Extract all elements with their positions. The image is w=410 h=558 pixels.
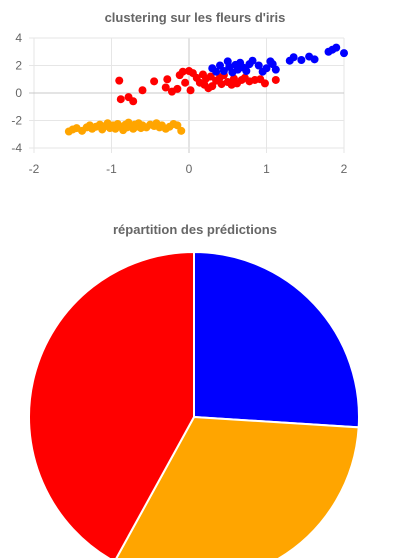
y-tick-label: 4 bbox=[15, 31, 22, 45]
y-tick-label: -2 bbox=[11, 114, 22, 128]
scatter-point-series-1 bbox=[271, 75, 280, 84]
scatter-point-series-1 bbox=[150, 77, 159, 86]
x-tick-label: 0 bbox=[186, 162, 193, 176]
scatter-point-series-1 bbox=[181, 78, 190, 87]
y-tick-label: 2 bbox=[15, 59, 22, 73]
scatter-point-series-1 bbox=[115, 76, 124, 85]
scatter-point-series-1 bbox=[173, 84, 182, 93]
scatter-chart-title: clustering sur les fleurs d'iris bbox=[104, 10, 286, 25]
scatter-point-series-2 bbox=[340, 49, 348, 58]
scatter-point-series-1 bbox=[129, 97, 138, 106]
scatter-tick-labels: -2 -1 0 1 2 4 2 0 -2 -4 bbox=[11, 31, 347, 176]
y-tick-label: 0 bbox=[15, 86, 22, 100]
scatter-point-series-1 bbox=[178, 67, 187, 76]
scatter-grid bbox=[29, 37, 345, 153]
x-tick-label: 1 bbox=[263, 162, 270, 176]
pie-slices bbox=[28, 250, 360, 558]
scatter-point-series-2 bbox=[254, 61, 263, 70]
scatter-point-series-2 bbox=[212, 67, 221, 76]
y-tick-label: -4 bbox=[11, 141, 22, 155]
scatter-point-series-1 bbox=[186, 86, 195, 95]
scatter-point-series-2 bbox=[310, 55, 319, 64]
scatter-point-series-1 bbox=[138, 86, 147, 95]
pie-slice-1 bbox=[115, 415, 360, 558]
scatter-point-series-2 bbox=[262, 64, 271, 73]
scatter-point-series-1 bbox=[161, 83, 170, 92]
scatter-point-series-2 bbox=[297, 56, 306, 64]
pie-slice-2 bbox=[28, 250, 195, 558]
scatter-point-series-0 bbox=[177, 126, 186, 135]
scatter-point-series-1 bbox=[206, 72, 215, 81]
scatter-chart: -2 -1 0 1 2 4 2 0 -2 -4 bbox=[11, 31, 348, 176]
scatter-point-series-2 bbox=[271, 65, 280, 74]
scatter-point-series-2 bbox=[248, 56, 257, 65]
scatter-point-series-1 bbox=[260, 79, 269, 88]
x-tick-label: -2 bbox=[29, 162, 40, 176]
scatter-point-series-2 bbox=[289, 53, 298, 62]
scatter-point-series-2 bbox=[219, 67, 228, 75]
x-tick-label: -1 bbox=[106, 162, 117, 176]
x-tick-label: 2 bbox=[341, 162, 348, 176]
scatter-point-series-2 bbox=[242, 67, 251, 75]
scatter-point-series-1 bbox=[163, 75, 172, 84]
scatter-point-series-1 bbox=[116, 95, 125, 104]
pie-slice-0 bbox=[193, 250, 360, 429]
scatter-point-series-2 bbox=[332, 43, 341, 52]
pie-chart-title: répartition des prédictions bbox=[113, 222, 277, 237]
scatter-points bbox=[64, 43, 348, 136]
scatter-point-series-1 bbox=[217, 80, 226, 89]
